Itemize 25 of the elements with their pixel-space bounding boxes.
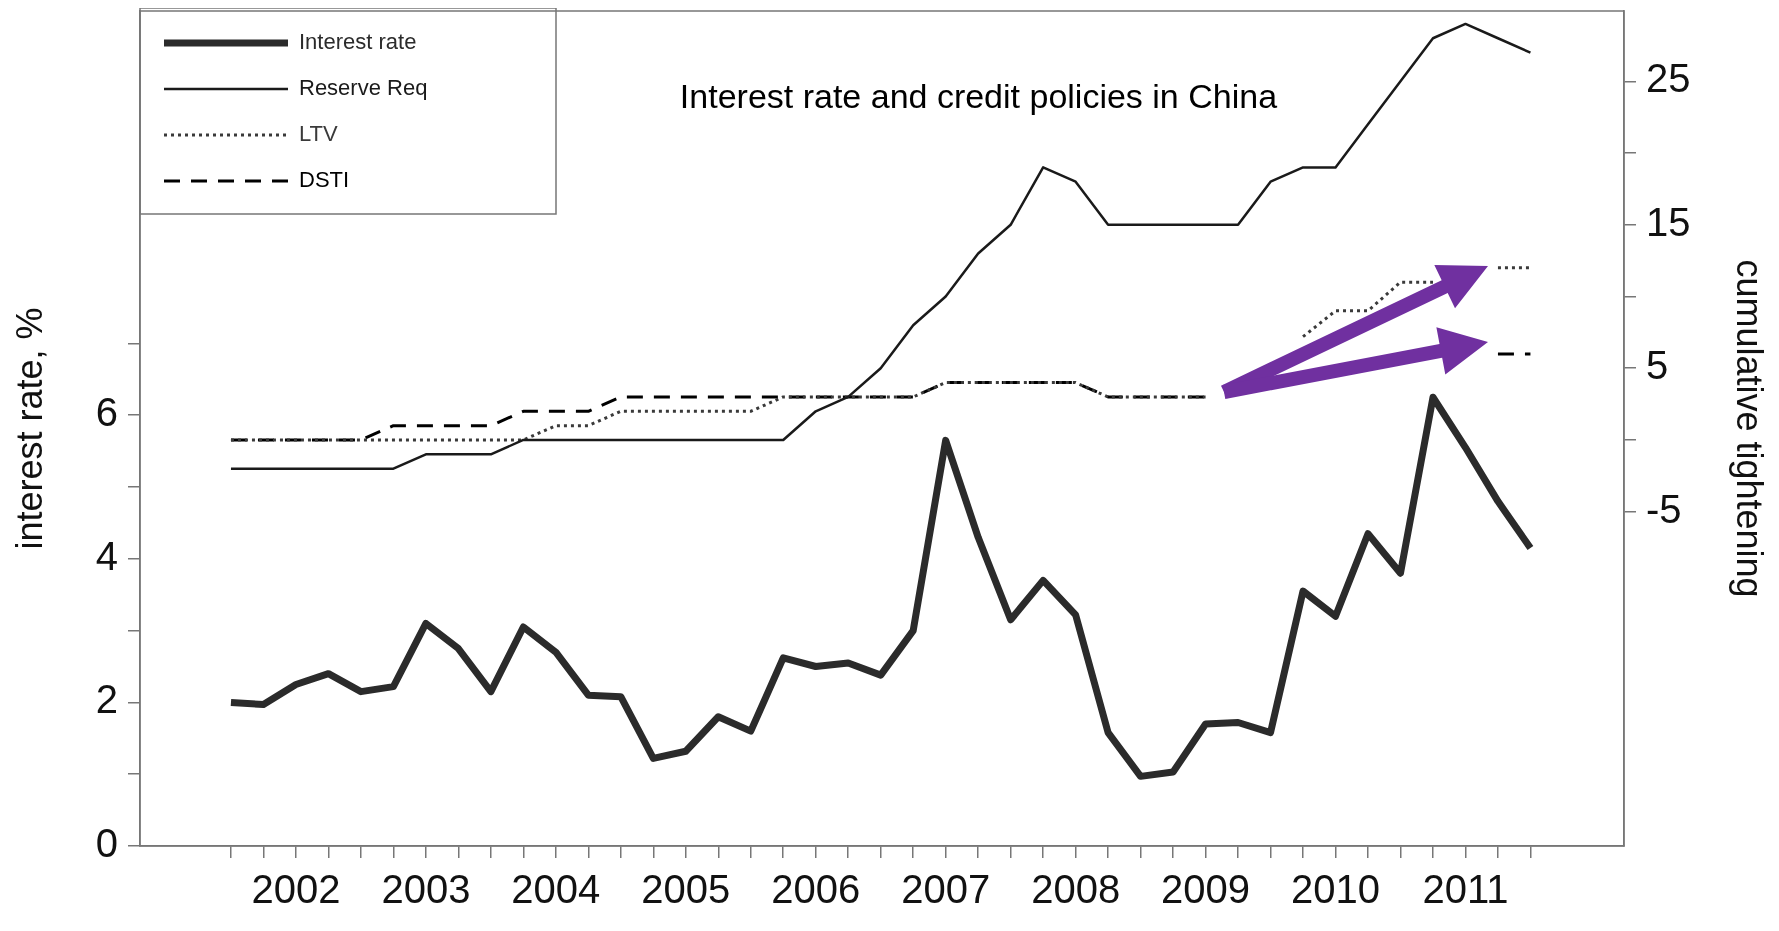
y2-tick-label: 25 [1646, 56, 1691, 101]
y-tick-label: 4 [95, 533, 118, 578]
y2-tick-label: 15 [1646, 199, 1691, 244]
text: LTV [299, 121, 339, 147]
x-tick-label: 2003 [381, 867, 471, 912]
y-tick-label: 6 [95, 390, 118, 435]
text: Reserve Req [299, 75, 428, 101]
x-tick-label: 2002 [251, 867, 341, 912]
x-tick-label: 2005 [641, 867, 731, 912]
y-tick-label: 2 [95, 677, 118, 722]
y2-tick-label: 5 [1646, 343, 1669, 388]
x-tick-label: 2008 [1031, 867, 1121, 912]
x-tick-label: 2006 [771, 867, 861, 912]
x-tick-label: 2007 [901, 867, 991, 912]
x-tick-label: 2010 [1291, 867, 1381, 912]
x-tick-label: 2004 [511, 867, 601, 912]
y-axis-title: interest rate, % [8, 307, 50, 550]
y-tick-label: 0 [95, 821, 118, 866]
x-tick-label: 2011 [1422, 867, 1509, 912]
y2-axis-title: cumulative tightening [1729, 259, 1771, 598]
text: Interest rate [299, 29, 417, 55]
y2-tick-label: -5 [1646, 486, 1682, 531]
text: Interest rate and credit policies in China [679, 77, 1278, 116]
text: DSTI [299, 167, 350, 193]
x-tick-label: 2009 [1161, 867, 1251, 912]
